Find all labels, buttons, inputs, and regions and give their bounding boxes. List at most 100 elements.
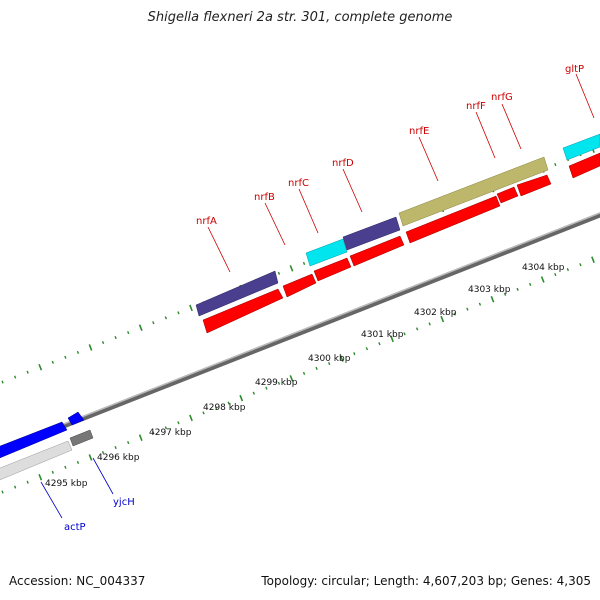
gene-arrow-nrfB[interactable] bbox=[282, 273, 317, 298]
gene-arrow-nrfD[interactable] bbox=[349, 235, 405, 267]
tick-mark bbox=[189, 414, 193, 422]
gene-arrow-nrfC[interactable] bbox=[313, 257, 352, 282]
tick-mark bbox=[591, 256, 595, 263]
tick-mark bbox=[566, 268, 570, 272]
tick-mark bbox=[114, 446, 117, 450]
tick-mark bbox=[64, 355, 67, 359]
feature-group-nrf[interactable] bbox=[195, 133, 600, 334]
tick-mark bbox=[302, 261, 306, 265]
gene-label-gltP[interactable]: gltP bbox=[565, 64, 584, 75]
tick-mark bbox=[114, 336, 117, 340]
scale-labels: 4295 kbp 4296 kbp 4297 kbp 4298 kbp 4299… bbox=[45, 263, 565, 489]
tick-mark bbox=[202, 411, 205, 415]
tick-mark bbox=[214, 406, 218, 410]
tick-mark bbox=[403, 332, 406, 336]
tick-mark bbox=[365, 347, 369, 351]
tick-mark bbox=[88, 454, 93, 461]
gene-arrow-actP[interactable] bbox=[0, 421, 68, 462]
tick-mark bbox=[252, 391, 255, 395]
tick-mark bbox=[13, 375, 17, 379]
tick-mark bbox=[164, 316, 168, 320]
gene-label-actP[interactable]: actP bbox=[64, 522, 86, 533]
gene-block-nrfA-region[interactable] bbox=[195, 270, 279, 317]
tick-mark bbox=[478, 302, 482, 306]
tick-mark bbox=[26, 480, 29, 484]
tick-mark bbox=[466, 307, 469, 311]
tick-mark bbox=[415, 327, 419, 331]
tick-mark bbox=[554, 272, 557, 277]
gene-label-nrfB[interactable]: nrfB bbox=[254, 192, 275, 203]
tick-mark bbox=[428, 322, 431, 326]
tick-mark bbox=[101, 340, 105, 345]
tick-mark bbox=[138, 324, 143, 331]
tick-mark bbox=[76, 460, 80, 464]
accession-text: Accession: NC_004337 bbox=[9, 574, 146, 588]
gene-arrow-gltP[interactable] bbox=[568, 152, 600, 179]
gene-label-yjcH[interactable]: yjcH bbox=[113, 497, 135, 508]
feature-group-left[interactable] bbox=[0, 411, 94, 484]
gene-label-nrfE[interactable]: nrfE bbox=[409, 126, 429, 137]
gene-arrow-nrfF[interactable] bbox=[496, 186, 519, 204]
tick-mark bbox=[38, 473, 43, 481]
gene-block-dark[interactable] bbox=[69, 429, 94, 447]
tick-mark bbox=[227, 401, 230, 405]
tick-label: 4302 kbp bbox=[414, 308, 457, 318]
tick-mark bbox=[164, 426, 168, 430]
tick-mark bbox=[1, 380, 4, 384]
tick-label: 4303 kbp bbox=[468, 285, 511, 295]
tick-mark bbox=[51, 360, 54, 364]
tick-mark bbox=[76, 350, 80, 354]
tick-label: 4300 kbp bbox=[308, 354, 351, 364]
tick-mark bbox=[64, 465, 67, 469]
map-title: Shigella flexneri 2a str. 301, complete … bbox=[147, 10, 453, 25]
tick-mark bbox=[490, 295, 495, 303]
tick-mark bbox=[127, 331, 130, 335]
tick-label: 4297 kbp bbox=[149, 428, 192, 438]
gene-block-light[interactable] bbox=[0, 440, 73, 484]
tick-mark bbox=[1, 490, 4, 494]
gene-arrow-yjcH[interactable] bbox=[67, 411, 85, 426]
tick-mark bbox=[289, 265, 294, 272]
tick-mark bbox=[152, 321, 155, 325]
gene-block-cyan-1[interactable] bbox=[305, 238, 348, 267]
tick-label: 4299 kbp bbox=[255, 378, 298, 388]
leader-lines bbox=[40, 73, 595, 519]
gene-arrow-nrfA[interactable] bbox=[202, 288, 284, 334]
tick-mark bbox=[189, 304, 193, 312]
gene-labels: nrfA nrfB nrfC nrfD nrfE nrfF nrfG gltP … bbox=[64, 64, 584, 533]
tick-mark bbox=[440, 315, 445, 323]
tick-mark bbox=[529, 282, 532, 286]
tick-mark bbox=[328, 361, 331, 366]
tick-label: 4301 kbp bbox=[361, 330, 404, 340]
gene-block-navy-2[interactable] bbox=[342, 216, 401, 251]
gene-label-nrfC[interactable]: nrfC bbox=[288, 178, 309, 189]
tick-mark bbox=[503, 292, 507, 296]
tick-mark bbox=[265, 386, 268, 390]
tick-mark bbox=[138, 434, 143, 441]
gene-arrow-nrfE[interactable] bbox=[405, 195, 501, 244]
gene-label-nrfD[interactable]: nrfD bbox=[332, 158, 354, 169]
tick-mark bbox=[177, 421, 180, 425]
gene-arrow-nrfG[interactable] bbox=[516, 174, 552, 197]
tick-mark bbox=[378, 342, 381, 346]
tick-mark bbox=[339, 355, 344, 362]
tick-mark bbox=[239, 394, 244, 402]
gene-block-cyan-2[interactable] bbox=[562, 133, 600, 161]
tick-mark bbox=[13, 485, 17, 489]
gene-label-nrfG[interactable]: nrfG bbox=[491, 92, 513, 103]
gene-block-olive[interactable] bbox=[398, 156, 549, 227]
gene-label-nrfA[interactable]: nrfA bbox=[196, 216, 217, 227]
tick-mark bbox=[277, 381, 281, 385]
tick-label: 4298 kbp bbox=[203, 403, 246, 413]
backbone bbox=[0, 212, 600, 454]
tick-mark bbox=[579, 263, 582, 267]
tick-mark bbox=[38, 363, 43, 371]
tick-mark bbox=[516, 287, 519, 291]
tick-mark bbox=[302, 371, 306, 375]
tick-mark bbox=[177, 311, 180, 315]
tick-mark bbox=[453, 312, 456, 316]
tick-mark bbox=[277, 271, 281, 275]
gene-label-nrfF[interactable]: nrfF bbox=[466, 101, 486, 112]
tick-mark bbox=[315, 366, 318, 371]
